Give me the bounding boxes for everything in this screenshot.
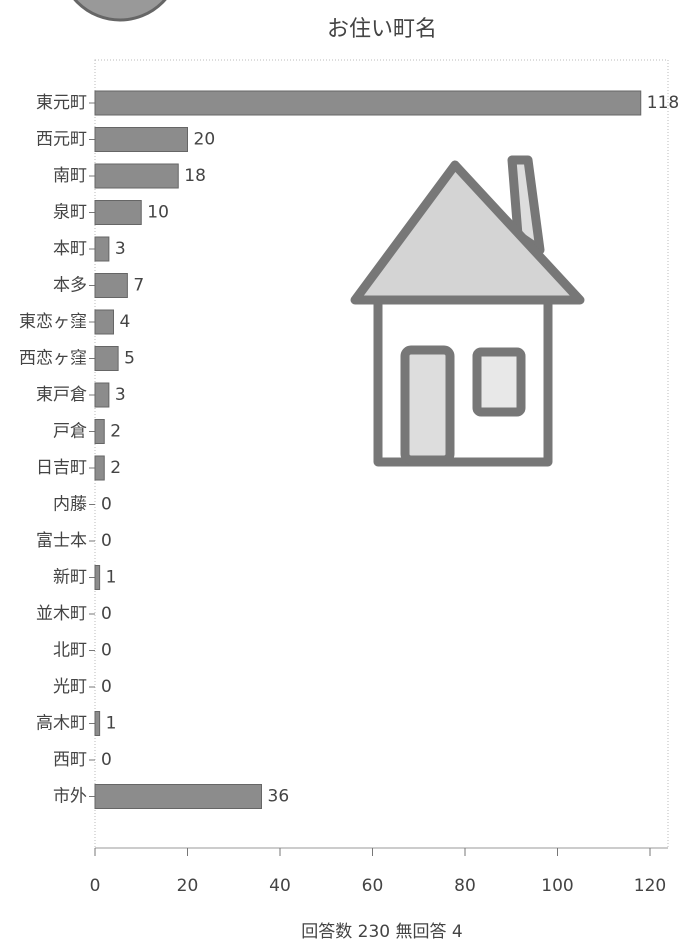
y-tick-label: 西恋ヶ窪 [19, 348, 87, 369]
bar [94, 419, 105, 444]
y-tick-label: 並木町 [36, 604, 87, 624]
value-label: 36 [268, 787, 290, 807]
value-label: 118 [647, 93, 679, 113]
y-tick-label: 内藤 [53, 495, 87, 515]
bar [94, 309, 114, 335]
y-tick-label: 西町 [53, 750, 87, 770]
y-tick-label: 西元町 [36, 130, 87, 150]
x-tick-label: 80 [454, 876, 476, 896]
value-label: 1 [106, 714, 117, 734]
y-tick-label: 光町 [53, 677, 87, 697]
y-tick-label: 東戸倉 [36, 385, 87, 405]
y-tick-label: 戸倉 [53, 422, 87, 442]
value-label: 3 [115, 239, 126, 259]
value-label: 4 [120, 312, 131, 332]
x-tick-label: 0 [90, 876, 101, 896]
bar [94, 236, 110, 262]
value-label: 0 [101, 495, 112, 515]
house-illustration [350, 155, 585, 467]
bar [94, 711, 101, 736]
y-tick-label: 泉町 [53, 203, 87, 223]
y-tick-label: 本町 [53, 239, 87, 259]
value-label: 18 [184, 166, 206, 186]
bar [94, 273, 128, 298]
x-tick-label: 120 [634, 876, 666, 896]
value-label: 0 [101, 750, 112, 770]
x-tick-label: 100 [541, 876, 573, 896]
bar [94, 127, 188, 152]
value-label: 0 [101, 604, 112, 624]
value-label: 1 [106, 568, 117, 588]
bar [94, 90, 642, 116]
x-tick-label: 40 [269, 876, 291, 896]
bar [94, 346, 119, 371]
value-label: 0 [101, 531, 112, 551]
value-label: 20 [194, 130, 216, 150]
y-tick-label: 市外 [53, 787, 87, 807]
y-tick-label: 南町 [53, 166, 87, 186]
value-label: 7 [133, 276, 144, 296]
value-label: 10 [147, 203, 169, 223]
decoration-circle [73, 0, 167, 22]
bar [94, 455, 105, 481]
value-label: 2 [110, 458, 121, 478]
value-label: 2 [110, 422, 121, 442]
value-label: 0 [101, 641, 112, 661]
x-tick-label: 60 [362, 876, 384, 896]
y-tick-label: 北町 [53, 641, 87, 661]
y-tick-label: 新町 [53, 568, 87, 588]
bar [94, 382, 110, 408]
bar [94, 565, 101, 590]
y-tick-label: 東元町 [36, 93, 87, 113]
y-tick-label: 高木町 [36, 714, 87, 734]
y-tick-label: 富士本 [36, 531, 87, 551]
bar [94, 784, 262, 809]
x-tick-label: 20 [177, 876, 199, 896]
bar [94, 200, 142, 225]
y-tick-label: 本多 [53, 276, 87, 296]
value-label: 0 [101, 677, 112, 697]
value-label: 3 [115, 385, 126, 405]
value-label: 5 [124, 349, 135, 369]
chart-title: お住い町名 [327, 17, 437, 42]
bar [94, 163, 179, 189]
x-axis-label: 回答数 230 無回答 4 [301, 922, 462, 942]
y-tick-label: 東恋ヶ窪 [19, 311, 87, 332]
y-tick-label: 日吉町 [36, 458, 87, 478]
